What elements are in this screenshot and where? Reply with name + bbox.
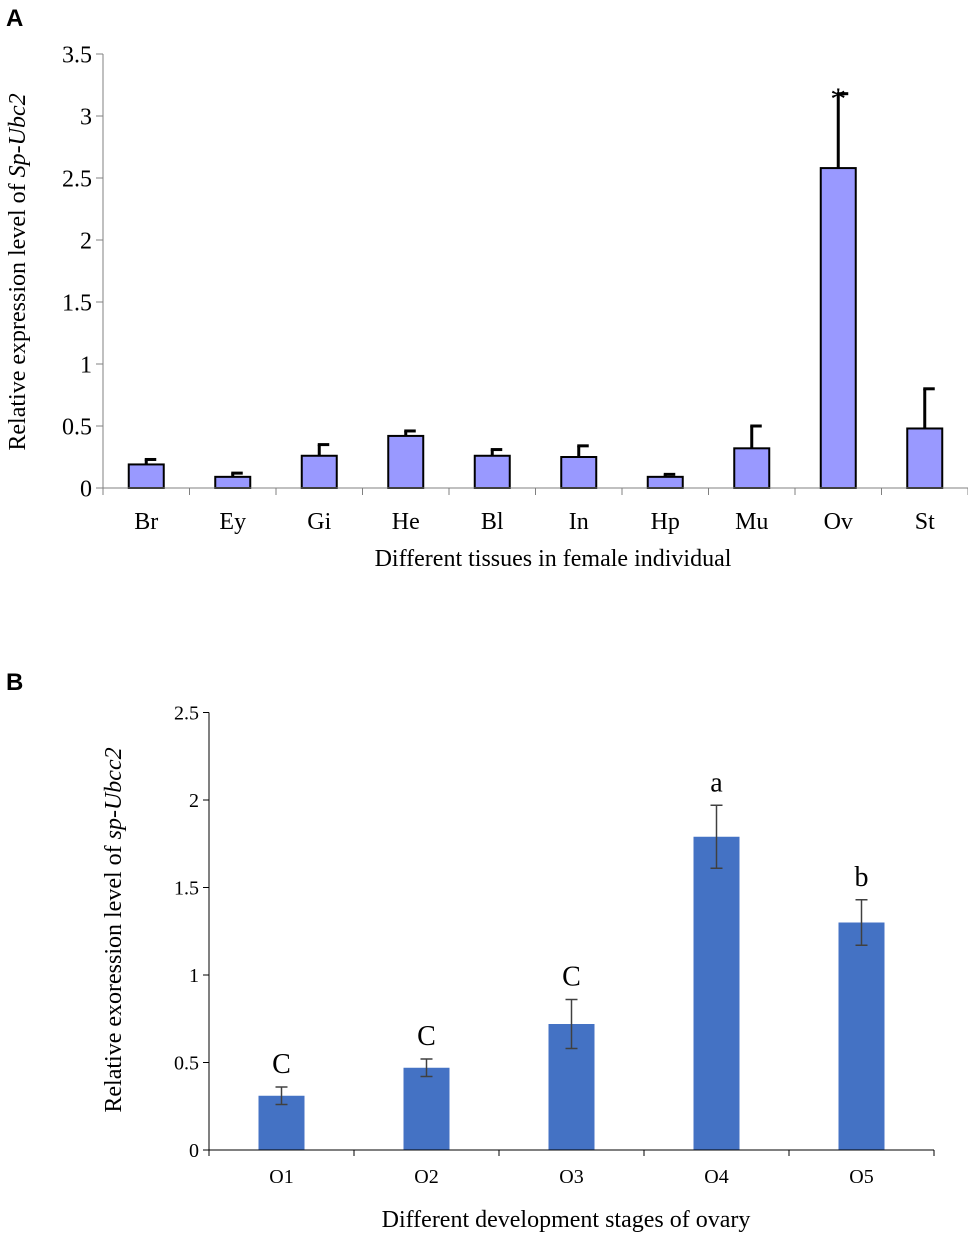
b-x-tick-label-O4: O4 (704, 1166, 728, 1188)
panel-a-x-axis: Br Ey Gi He Bl In Hp Mu Ov St (102, 487, 968, 535)
a-y-tick-label: 3 (80, 104, 92, 130)
panel-a: A 0 0.5 1 1.5 2 2.5 3 3.5 * Br Ey Gi He Bl In Hp Mu Ov S… (5, 5, 968, 572)
b-annotation-O4: a (710, 767, 723, 798)
b-annotation-O1: C (272, 1049, 291, 1080)
b-y-tick-label: 2 (189, 790, 199, 812)
a-y-tick-label: 1 (80, 352, 92, 378)
panel-a-y-axis-title-prefix: Relative expression level of (5, 177, 31, 450)
a-x-tick-label-Mu: Mu (735, 509, 768, 535)
a-bar-Ey (214, 475, 252, 489)
a-bar-Mu (733, 447, 771, 490)
b-annotation-O3: C (562, 962, 581, 993)
a-y-tick-label: 0 (80, 476, 92, 502)
panel-b-x-axis: O1 O2 O3 O4 O5 (208, 1149, 935, 1188)
b-x-tick-label-O3: O3 (559, 1166, 583, 1188)
b-y-tick-label: 0.5 (174, 1053, 199, 1075)
a-bar-Ov (819, 167, 857, 490)
panel-a-annotations: * (830, 81, 846, 117)
b-bar-O4 (693, 836, 740, 1150)
panel-a-label: A (6, 5, 23, 32)
a-x-tick-label-Ov: Ov (824, 509, 853, 535)
b-y-tick-label: 1.5 (174, 878, 199, 900)
panel-b-y-axis-title: Relative exoression level of sp-Ubcc2 (101, 747, 127, 1112)
panel-b: B 0 0.5 1 1.5 2 2.5 C C Ca b O1 O2 O3 O4 O5 Differen… (6, 669, 935, 1233)
panel-a-x-axis-title: Different tissues in female individual (375, 546, 732, 572)
a-y-tick-label: 1.5 (62, 290, 92, 316)
b-bar-O2 (403, 1067, 450, 1150)
b-x-tick-label-O2: O2 (414, 1166, 438, 1188)
a-bar-Hp (646, 475, 684, 489)
panel-b-error-bars (275, 804, 868, 1106)
b-bar-O5 (838, 922, 885, 1150)
a-bar-Br (127, 463, 165, 490)
b-y-tick-label: 2.5 (174, 703, 199, 725)
b-x-tick-label-O1: O1 (269, 1166, 293, 1188)
a-y-tick-label: 2.5 (62, 166, 92, 192)
a-x-tick-label-Hp: Hp (651, 509, 680, 535)
b-annotation-O2: C (417, 1021, 436, 1052)
b-x-tick-label-O5: O5 (849, 1166, 873, 1188)
panel-a-error-bars (144, 92, 935, 477)
a-bar-In (560, 456, 598, 489)
a-x-tick-label-Bl: Bl (481, 509, 504, 535)
a-bar-He (387, 434, 425, 490)
a-bar-St (906, 427, 944, 490)
b-y-tick-label: 1 (189, 965, 199, 987)
a-x-tick-label-Gi: Gi (307, 509, 331, 535)
panel-b-bars (258, 836, 885, 1150)
a-x-tick-label-Br: Br (134, 509, 158, 535)
b-annotation-O5: b (855, 862, 869, 893)
panel-b-x-axis-title: Different development stages of ovary (382, 1207, 751, 1233)
panel-a-y-axis-title-gene: Sp-Ubc2 (5, 93, 31, 177)
panel-b-y-axis: 0 0.5 1 1.5 2 2.5 (174, 703, 210, 1162)
a-y-tick-label: 3.5 (62, 42, 92, 68)
a-x-tick-label-St: St (915, 509, 935, 535)
a-x-tick-label-He: He (392, 509, 420, 535)
panel-a-bars (127, 167, 944, 490)
panel-b-y-axis-title-prefix: Relative exoression level of (101, 839, 127, 1112)
panel-a-y-axis: 0 0.5 1 1.5 2 2.5 3 3.5 (62, 42, 104, 502)
a-y-tick-label: 2 (80, 228, 92, 254)
a-bar-Bl (473, 454, 511, 490)
panel-b-label: B (6, 669, 23, 696)
a-bar-Gi (300, 454, 338, 490)
panel-b-y-axis-title-gene: sp-Ubcc2 (101, 747, 127, 839)
a-x-tick-label-In: In (569, 509, 589, 535)
b-y-tick-label: 0 (189, 1140, 199, 1162)
a-x-tick-label-Ey: Ey (219, 509, 246, 535)
a-y-tick-label: 0.5 (62, 414, 92, 440)
a-annotation-Ov: * (830, 81, 846, 117)
panel-b-annotations: C C Ca b (272, 767, 868, 1080)
panel-a-y-axis-title: Relative expression level of Sp-Ubc2 (5, 93, 31, 450)
